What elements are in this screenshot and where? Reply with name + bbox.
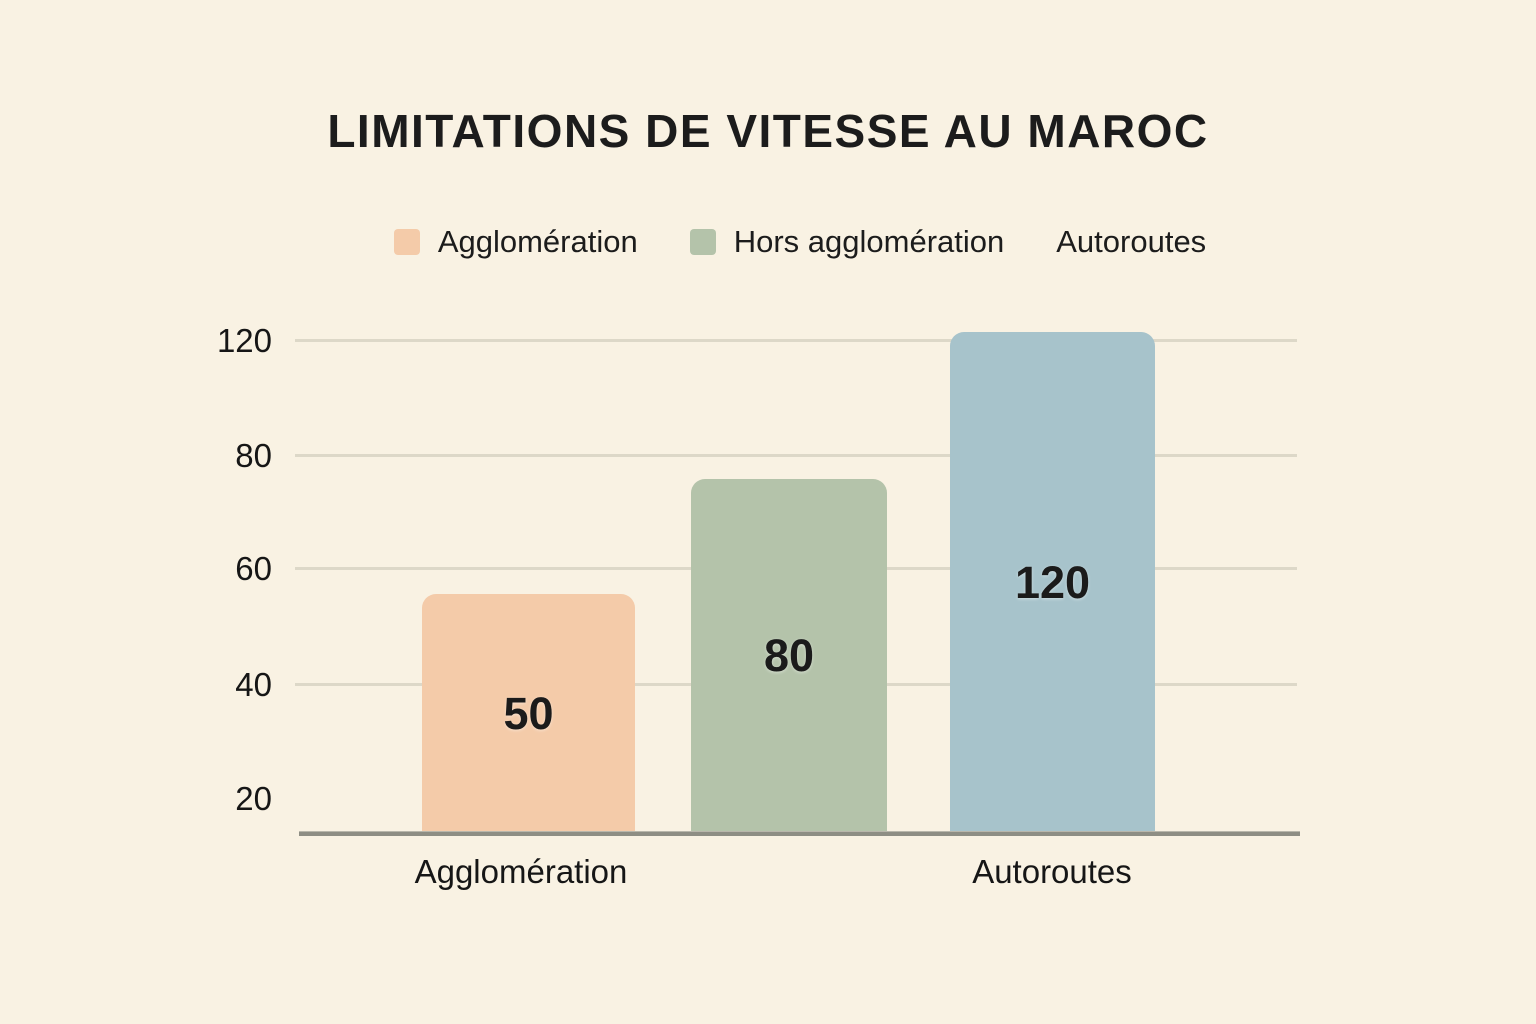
legend-label: Agglomération — [437, 224, 638, 259]
bar-value-label: 50 — [503, 687, 554, 739]
bar-value-label: 80 — [763, 630, 815, 681]
y-axis-tick: 20 — [235, 780, 272, 817]
legend-swatch-hors-agglomeration — [689, 229, 716, 255]
y-axis-tick: 80 — [235, 437, 272, 474]
y-axis-tick: 120 — [216, 322, 272, 359]
x-axis-label-agglomeration: Agglomération — [414, 853, 628, 890]
legend-label: Hors agglomération — [733, 224, 1005, 259]
gridline — [295, 339, 1297, 342]
legend-item-hors-agglomeration: Hors agglomération — [689, 224, 1005, 260]
legend-item-autoroutes: Autoroutes — [1056, 224, 1206, 260]
legend-label: Autoroutes — [1056, 224, 1207, 259]
x-axis-label-autoroutes: Autoroutes — [972, 853, 1132, 890]
gridline — [295, 454, 1297, 457]
legend: Agglomération Hors agglomération Autorou… — [60, 224, 1536, 260]
legend-item-agglomeration: Agglomération — [393, 224, 638, 260]
y-axis-tick: 40 — [235, 666, 272, 703]
y-axis-tick: 60 — [235, 550, 272, 587]
bar-autoroutes: 120 — [950, 332, 1155, 833]
chart-title: LIMITATIONS DE VITESSE AU MAROC — [327, 105, 1209, 157]
bar-hors-agglomeration: 80 — [691, 479, 887, 833]
x-axis-line — [299, 831, 1300, 836]
legend-swatch-agglomeration — [393, 229, 420, 255]
bar-value-label: 120 — [1014, 556, 1091, 608]
bar-agglomeration: 50 — [422, 594, 635, 833]
